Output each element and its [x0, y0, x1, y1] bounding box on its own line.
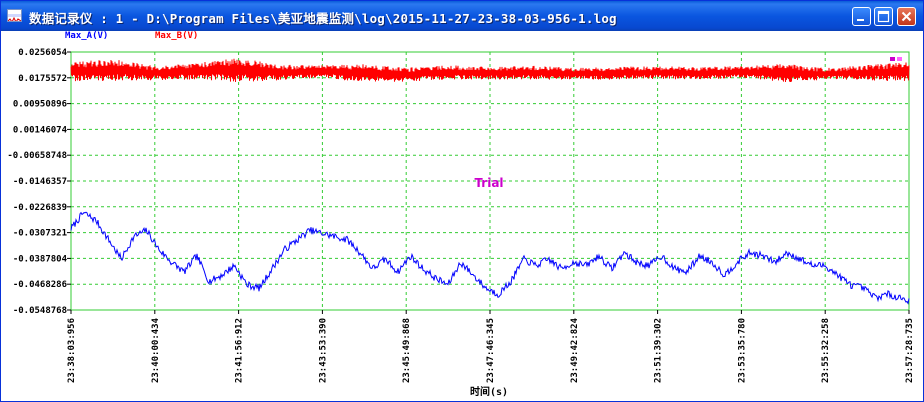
series-line-a: [70, 211, 910, 305]
minimize-button[interactable]: [852, 7, 871, 26]
maximize-icon: [877, 10, 890, 23]
x-tick-label: 23:47:46:345: [486, 318, 496, 383]
legend-label-series-a: Max_A(V): [65, 31, 109, 41]
x-tick-label: 23:38:03:956: [67, 318, 77, 383]
y-tick-label: 0.00950896: [13, 100, 67, 110]
line-chart[interactable]: 0.0256054 0.0175572 0.00950896 0.00146074 -0…: [5, 31, 919, 398]
y-tick-label: -0.0468286: [13, 280, 67, 290]
close-icon: [901, 11, 912, 22]
y-tick-label: -0.0226839: [13, 203, 67, 213]
app-icon[interactable]: [7, 9, 22, 22]
x-tick-label: 23:51:39:302: [654, 318, 664, 383]
corner-indicator: [890, 57, 902, 61]
watermark-text: Trial: [474, 176, 503, 190]
y-tick-label: -0.0146357: [13, 177, 67, 187]
title-bar[interactable]: 数据记录仪 : 1 - D:\Program Files\美亚地震监测\log\…: [1, 1, 923, 31]
legend-label-series-b: Max_B(V): [155, 31, 199, 41]
minimize-icon: [857, 19, 864, 21]
x-tick-label: 23:49:42:824: [570, 317, 580, 383]
y-tick-label: 0.0256054: [18, 48, 67, 58]
x-tick-label: 23:53:35:780: [737, 318, 747, 383]
chart-area: Max_A(V) Max_B(V) 0.0256054 0.0175572 0.00…: [5, 31, 919, 398]
legend-item-series-b[interactable]: Max_B(V): [155, 31, 198, 41]
y-tick-label: -0.0548768: [13, 306, 67, 316]
x-axis-label: 时间(s): [470, 385, 508, 397]
series-lines: [70, 58, 910, 305]
x-tick-label: 23:41:56:912: [235, 318, 245, 383]
window-title: 数据记录仪 : 1 - D:\Program Files\美亚地震监测\log\…: [29, 11, 617, 26]
x-tick-label: 23:45:49:868: [402, 318, 412, 383]
y-tick-label: -0.0387804: [13, 254, 68, 264]
y-tick-label: -0.0307321: [13, 229, 67, 239]
x-tick-label: 23:55:32:258: [821, 318, 831, 383]
legend-item-series-a[interactable]: Max_A(V): [65, 31, 108, 41]
y-tick-label: 0.0175572: [18, 74, 67, 84]
x-axis-ticks: 23:38:03:956 23:40:00:434 23:41:56:912 23:4…: [67, 310, 915, 383]
x-tick-label: 23:43:53:390: [318, 318, 328, 383]
maximize-button[interactable]: [874, 7, 893, 26]
x-tick-label: 23:40:00:434: [151, 317, 161, 383]
y-axis-ticks: 0.0256054 0.0175572 0.00950896 0.00146074 -0…: [7, 48, 71, 316]
y-tick-label: 0.00146074: [13, 125, 68, 135]
close-button[interactable]: [897, 7, 916, 26]
series-line-b: [70, 58, 910, 83]
y-tick-label: -0.00658748: [7, 151, 67, 161]
x-tick-label: 23:57:28:735: [905, 318, 915, 383]
